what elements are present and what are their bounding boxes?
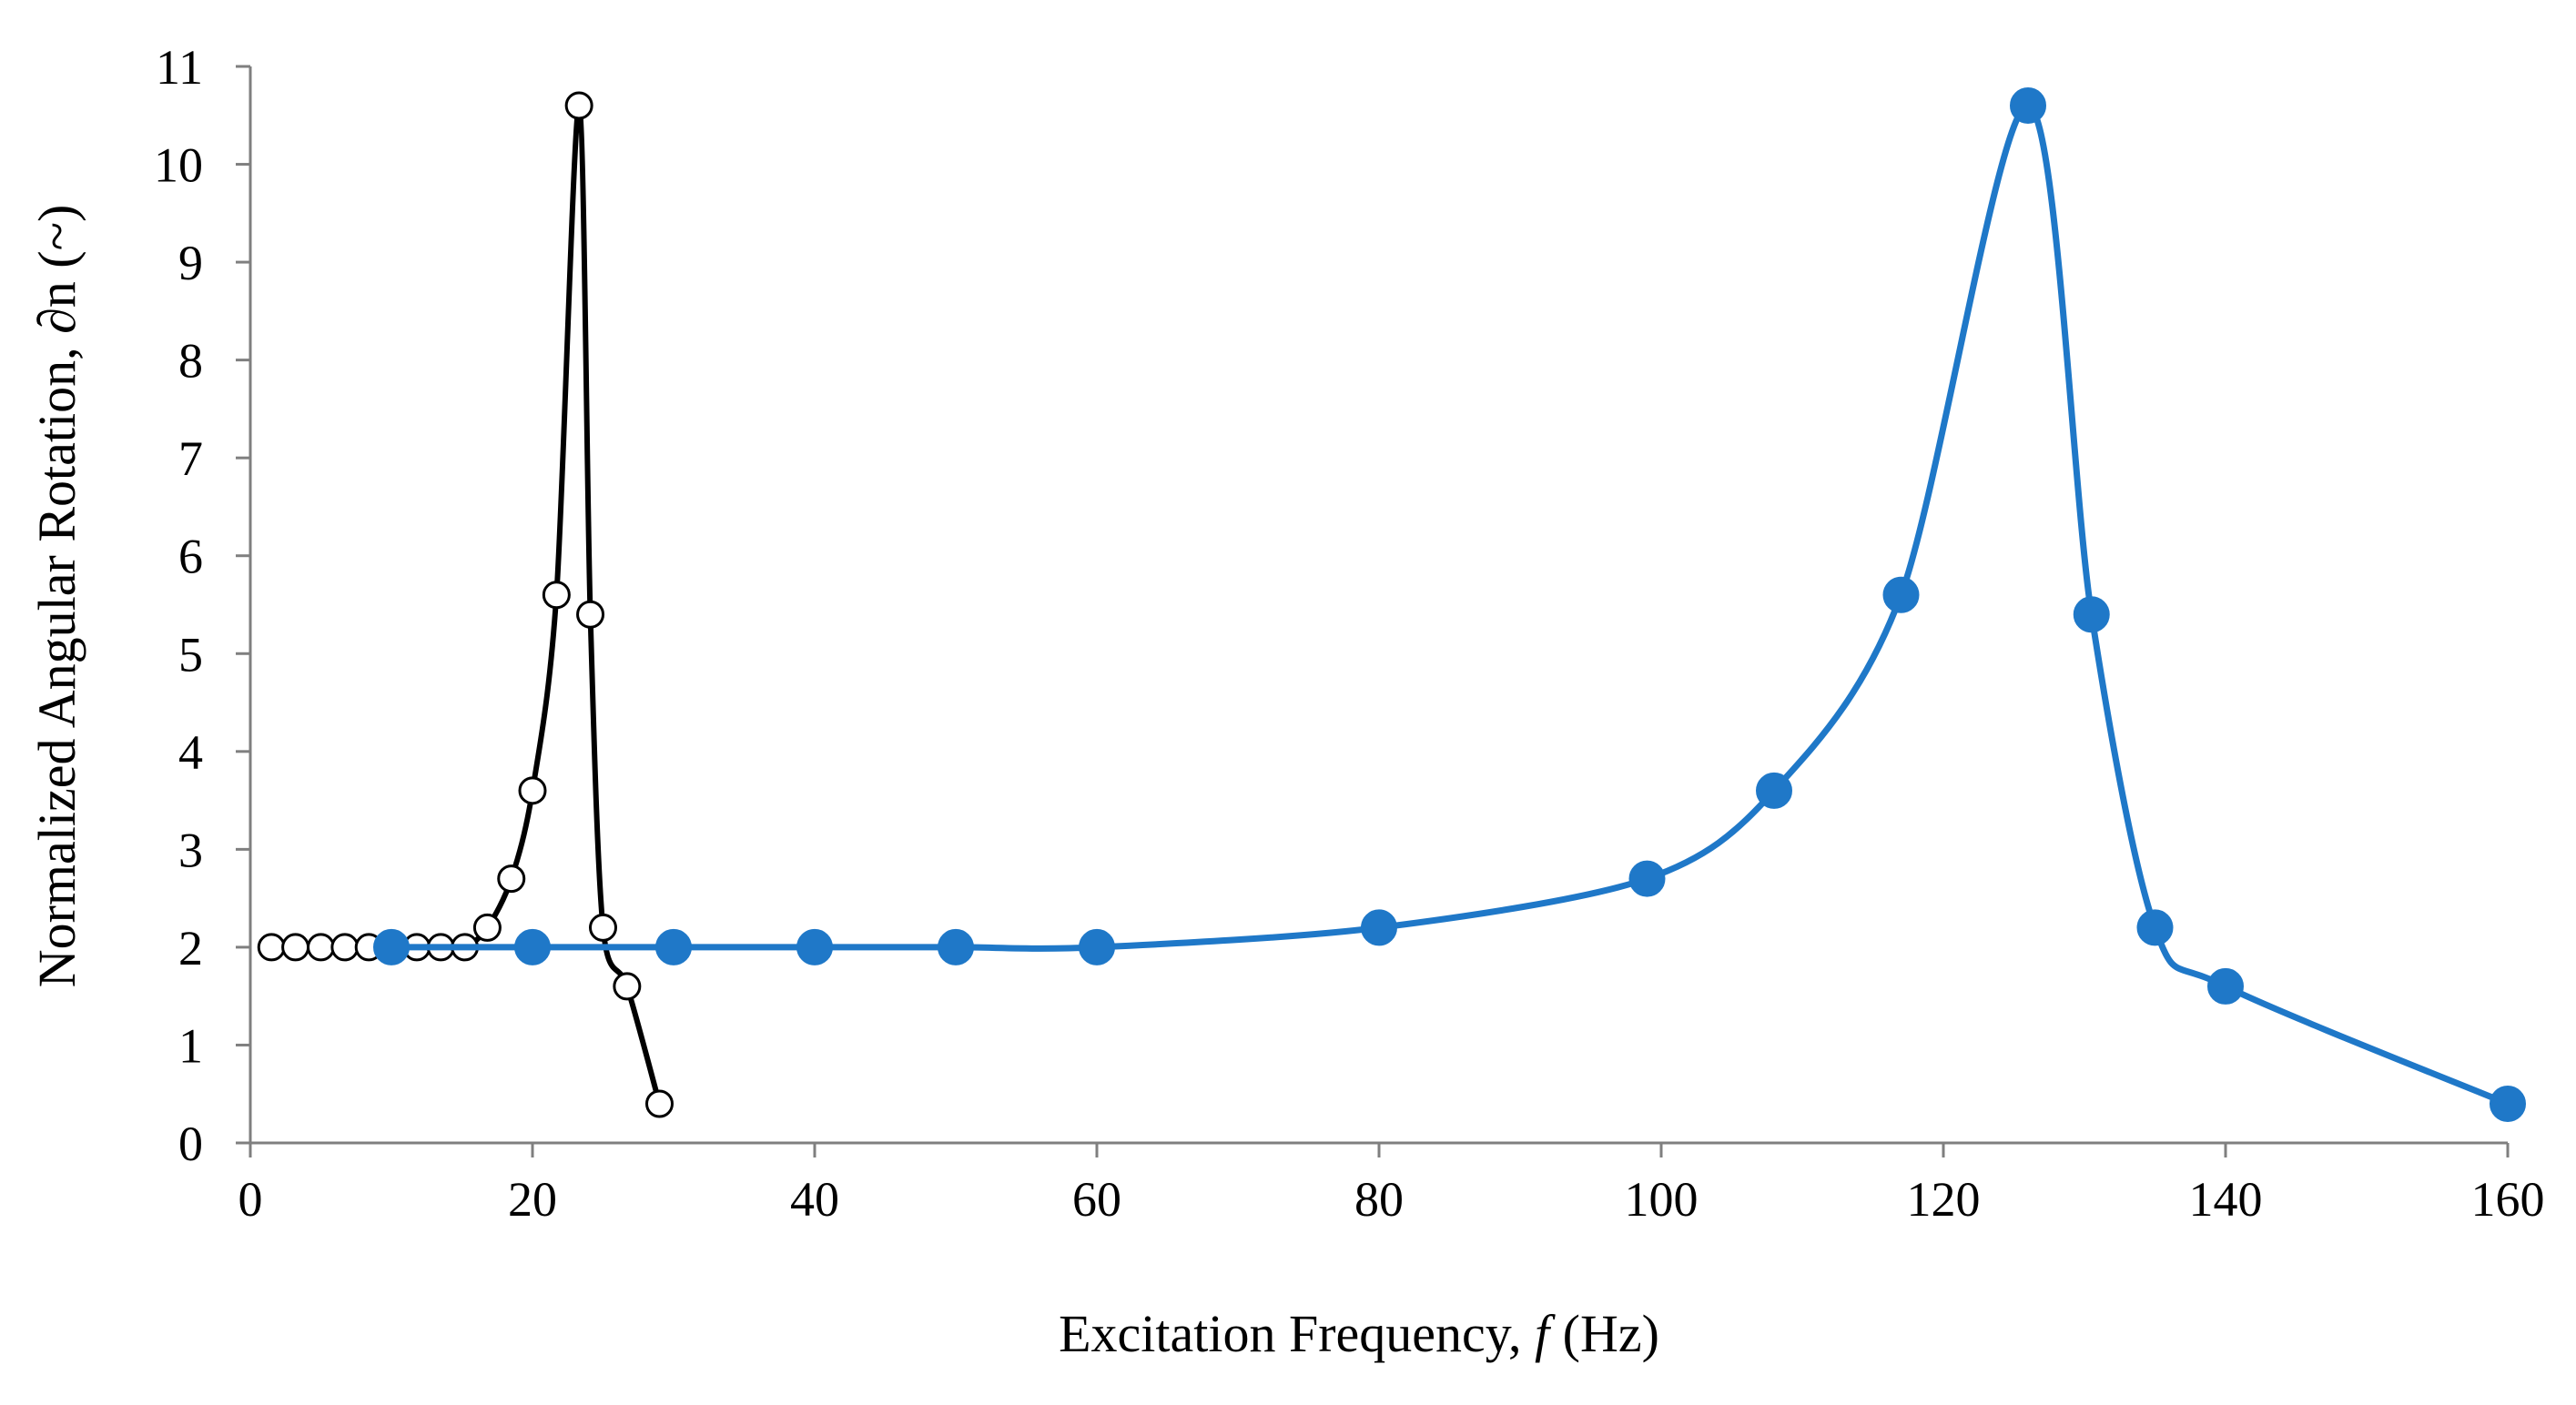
data-point-filled	[514, 928, 551, 965]
series-black	[257, 91, 674, 1118]
axes-layer: 0 20 40 60 80 100 120 140 160 0 1 2 3 4 5 6 7 8 9 10 11	[154, 40, 2545, 1227]
data-point-open	[257, 933, 286, 962]
data-point-filled	[2073, 596, 2110, 633]
x-tick-label: 60	[1072, 1172, 1121, 1227]
data-point-filled	[2010, 87, 2046, 125]
x-tick-label: 100	[1625, 1172, 1699, 1227]
data-point-filled	[1628, 860, 1666, 897]
y-tick-label: 3	[178, 823, 203, 877]
data-point-filled	[655, 928, 692, 965]
y-tick-label: 6	[178, 530, 203, 584]
data-point-filled	[373, 928, 410, 965]
data-point-filled	[1361, 909, 1397, 946]
data-point-open	[518, 776, 547, 805]
y-tick-label: 1	[178, 1018, 203, 1073]
data-point-open	[645, 1089, 674, 1118]
y-tick-label: 7	[178, 431, 203, 486]
data-point-open	[330, 933, 360, 962]
y-tick-label: 11	[156, 40, 203, 95]
data-point-filled	[2490, 1085, 2526, 1122]
y-tick-label: 5	[178, 627, 203, 682]
y-tick-label: 2	[178, 921, 203, 975]
x-tick-label: 80	[1354, 1172, 1404, 1227]
data-point-open	[576, 600, 605, 629]
data-point-filled	[938, 928, 974, 965]
data-point-filled	[1882, 576, 1920, 613]
data-point-filled	[1756, 772, 1792, 809]
series-line	[388, 102, 2511, 1107]
x-tick-label: 120	[1907, 1172, 1981, 1227]
data-point-open	[613, 972, 642, 1001]
y-tick-label: 9	[178, 236, 203, 290]
x-tick-label: 160	[2471, 1172, 2545, 1227]
data-point-open	[542, 581, 571, 610]
data-point-open	[589, 913, 617, 942]
labels-layer: Excitation Frequency, f (Hz) Normalized …	[27, 205, 1659, 1363]
x-tick-label: 140	[2189, 1172, 2263, 1227]
y-axis-title: Normalized Angular Rotation, ∂n (~)	[27, 205, 86, 988]
x-tick-label: 40	[790, 1172, 839, 1227]
y-tick-label: 10	[154, 138, 203, 193]
data-point-open	[564, 91, 593, 120]
data-point-filled	[1079, 928, 1115, 965]
series-layer	[257, 87, 2526, 1122]
data-point-filled	[2136, 909, 2174, 946]
y-tick-label: 4	[178, 725, 203, 780]
data-point-open	[472, 913, 502, 942]
x-tick-label: 20	[508, 1172, 557, 1227]
data-point-filled	[2207, 967, 2244, 1005]
x-axis-title-suffix: (Hz)	[1549, 1304, 1659, 1363]
series-blue	[373, 87, 2526, 1122]
data-point-open	[307, 933, 335, 962]
y-tick-label: 8	[178, 334, 203, 389]
data-point-filled	[796, 928, 833, 965]
x-axis-title: Excitation Frequency, f (Hz)	[1059, 1304, 1659, 1363]
x-axis-title-prefix: Excitation Frequency,	[1059, 1304, 1535, 1363]
data-point-open	[281, 933, 310, 962]
x-tick-label: 0	[238, 1172, 263, 1227]
data-point-open	[497, 864, 526, 894]
y-tick-label: 0	[178, 1117, 203, 1171]
